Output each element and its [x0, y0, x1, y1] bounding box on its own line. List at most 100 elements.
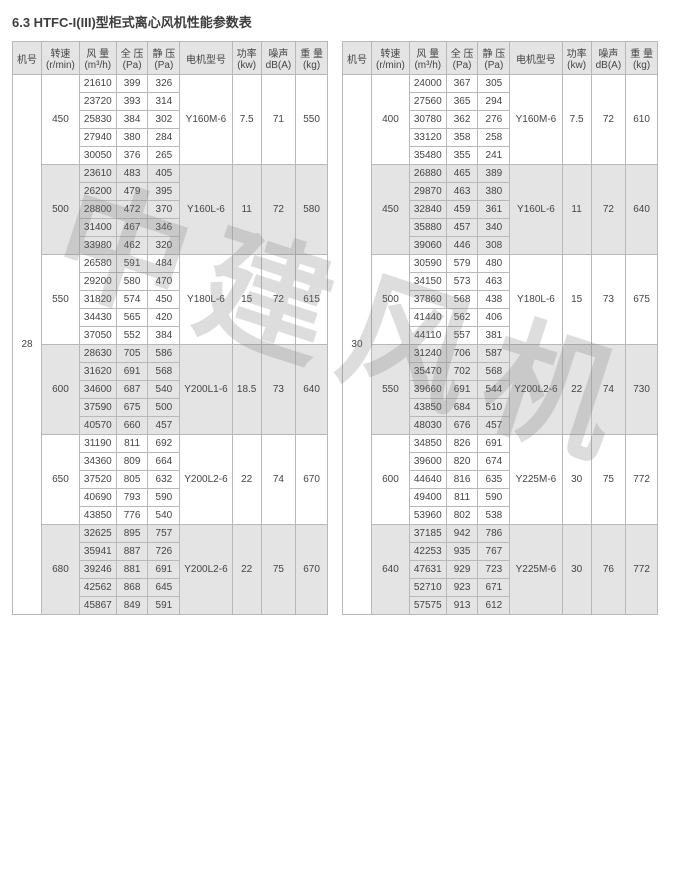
totalp-cell: 849 — [116, 597, 148, 615]
totalp-cell: 793 — [116, 489, 148, 507]
totalp-cell: 660 — [116, 417, 148, 435]
power-cell: 7.5 — [232, 75, 261, 165]
airflow-cell: 34150 — [409, 273, 446, 291]
motor-cell: Y160L-6 — [510, 165, 562, 255]
staticp-cell: 538 — [478, 507, 510, 525]
speed-cell: 680 — [42, 525, 80, 615]
airflow-cell: 42253 — [409, 543, 446, 561]
airflow-cell: 26880 — [409, 165, 446, 183]
staticp-cell: 590 — [148, 489, 180, 507]
staticp-cell: 674 — [478, 453, 510, 471]
totalp-cell: 465 — [446, 165, 478, 183]
staticp-cell: 457 — [148, 417, 180, 435]
col-header: 重 量(kg) — [626, 42, 658, 75]
spec-table-right: 机号转速(r/min)风 量(m³/h)全 压(Pa)静 压(Pa)电机型号功率… — [342, 41, 658, 615]
motor-cell: Y180L-6 — [510, 255, 562, 345]
staticp-cell: 612 — [478, 597, 510, 615]
totalp-cell: 802 — [446, 507, 478, 525]
power-cell: 11 — [232, 165, 261, 255]
totalp-cell: 811 — [116, 435, 148, 453]
totalp-cell: 706 — [446, 345, 478, 363]
staticp-cell: 406 — [478, 309, 510, 327]
staticp-cell: 302 — [148, 111, 180, 129]
totalp-cell: 816 — [446, 471, 478, 489]
col-header: 静 压(Pa) — [148, 42, 180, 75]
speed-cell: 550 — [371, 345, 409, 435]
power-cell: 15 — [232, 255, 261, 345]
staticp-cell: 258 — [478, 129, 510, 147]
airflow-cell: 37050 — [79, 327, 116, 345]
machine-no-cell: 30 — [342, 75, 371, 615]
totalp-cell: 562 — [446, 309, 478, 327]
staticp-cell: 568 — [478, 363, 510, 381]
staticp-cell: 381 — [478, 327, 510, 345]
staticp-cell: 586 — [148, 345, 180, 363]
table-row: 50030590579480Y180L-61573675 — [342, 255, 657, 273]
noise-cell: 72 — [261, 165, 296, 255]
table-row: 65031190811692Y200L2-62274670 — [13, 435, 328, 453]
staticp-cell: 457 — [478, 417, 510, 435]
motor-cell: Y200L2-6 — [180, 435, 232, 525]
airflow-cell: 35470 — [409, 363, 446, 381]
totalp-cell: 552 — [116, 327, 148, 345]
totalp-cell: 365 — [446, 93, 478, 111]
staticp-cell: 265 — [148, 147, 180, 165]
staticp-cell: 308 — [478, 237, 510, 255]
staticp-cell: 389 — [478, 165, 510, 183]
staticp-cell: 540 — [148, 507, 180, 525]
totalp-cell: 459 — [446, 201, 478, 219]
col-header: 风 量(m³/h) — [79, 42, 116, 75]
staticp-cell: 470 — [148, 273, 180, 291]
staticp-cell: 540 — [148, 381, 180, 399]
airflow-cell: 33120 — [409, 129, 446, 147]
airflow-cell: 53960 — [409, 507, 446, 525]
totalp-cell: 705 — [116, 345, 148, 363]
motor-cell: Y160L-6 — [180, 165, 232, 255]
staticp-cell: 484 — [148, 255, 180, 273]
table-row: 3040024000367305Y160M-67.572610 — [342, 75, 657, 93]
airflow-cell: 26200 — [79, 183, 116, 201]
staticp-cell: 691 — [148, 561, 180, 579]
noise-cell: 76 — [591, 525, 626, 615]
airflow-cell: 57575 — [409, 597, 446, 615]
table-row: 50023610483405Y160L-61172580 — [13, 165, 328, 183]
staticp-cell: 276 — [478, 111, 510, 129]
staticp-cell: 326 — [148, 75, 180, 93]
staticp-cell: 691 — [478, 435, 510, 453]
staticp-cell: 438 — [478, 291, 510, 309]
speed-cell: 600 — [371, 435, 409, 525]
staticp-cell: 320 — [148, 237, 180, 255]
power-cell: 11 — [562, 165, 591, 255]
col-header: 噪声dB(A) — [591, 42, 626, 75]
totalp-cell: 362 — [446, 111, 478, 129]
staticp-cell: 340 — [478, 219, 510, 237]
airflow-cell: 26580 — [79, 255, 116, 273]
motor-cell: Y160M-6 — [180, 75, 232, 165]
airflow-cell: 28630 — [79, 345, 116, 363]
table-row: 60028630705586Y200L1-618.573640 — [13, 345, 328, 363]
airflow-cell: 31620 — [79, 363, 116, 381]
airflow-cell: 37185 — [409, 525, 446, 543]
airflow-cell: 37860 — [409, 291, 446, 309]
staticp-cell: 664 — [148, 453, 180, 471]
noise-cell: 73 — [261, 345, 296, 435]
totalp-cell: 887 — [116, 543, 148, 561]
staticp-cell: 726 — [148, 543, 180, 561]
airflow-cell: 39246 — [79, 561, 116, 579]
airflow-cell: 23720 — [79, 93, 116, 111]
staticp-cell: 591 — [148, 597, 180, 615]
staticp-cell: 305 — [478, 75, 510, 93]
airflow-cell: 29870 — [409, 183, 446, 201]
staticp-cell: 645 — [148, 579, 180, 597]
airflow-cell: 35880 — [409, 219, 446, 237]
speed-cell: 550 — [42, 255, 80, 345]
power-cell: 22 — [232, 525, 261, 615]
totalp-cell: 579 — [446, 255, 478, 273]
staticp-cell: 450 — [148, 291, 180, 309]
speed-cell: 650 — [42, 435, 80, 525]
totalp-cell: 935 — [446, 543, 478, 561]
table-row: 55026580591484Y180L-61572615 — [13, 255, 328, 273]
weight-cell: 640 — [626, 165, 658, 255]
airflow-cell: 27940 — [79, 129, 116, 147]
table-row: 55031240706587Y200L2-62274730 — [342, 345, 657, 363]
